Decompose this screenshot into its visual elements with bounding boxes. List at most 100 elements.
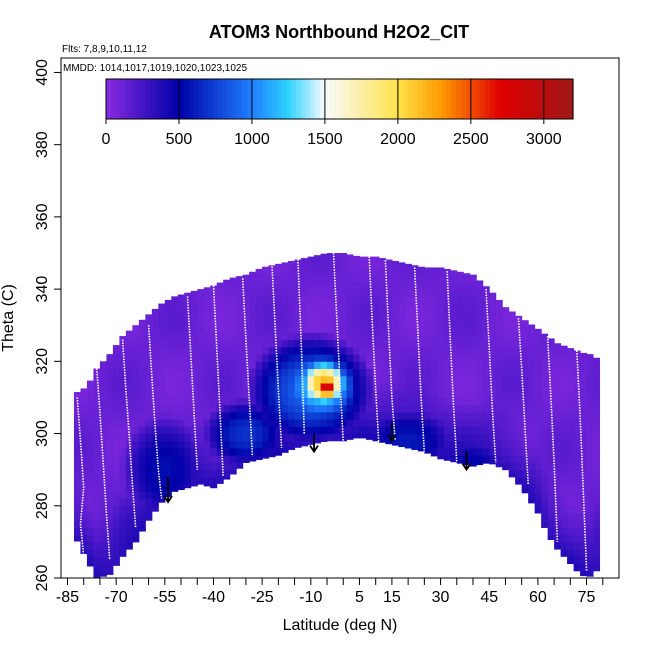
- heatmap-cell: [262, 426, 270, 435]
- heatmap-cell: [365, 361, 373, 370]
- heatmap-cell: [541, 368, 549, 377]
- colorbar-segment: [397, 79, 404, 119]
- heatmap-cell: [333, 346, 341, 355]
- heatmap-cell: [229, 433, 237, 442]
- flight-track: [297, 256, 306, 434]
- heatmap-cell: [171, 346, 179, 355]
- heatmap-cell: [456, 281, 464, 290]
- heatmap-cell: [314, 440, 322, 444]
- heatmap-cell: [346, 318, 354, 326]
- heatmap-cell: [86, 484, 94, 492]
- heatmap-cell: [340, 332, 347, 341]
- heatmap-cell: [430, 267, 438, 276]
- heatmap-cell: [236, 375, 244, 384]
- heatmap-cell: [242, 281, 250, 290]
- heatmap-cell: [580, 469, 588, 478]
- heatmap-cell: [417, 318, 425, 326]
- colorbar-segment: [159, 79, 165, 119]
- heatmap-cell: [210, 346, 218, 355]
- heatmap-cell: [573, 520, 581, 528]
- heatmap-cell: [521, 462, 529, 471]
- heatmap-cell: [456, 296, 464, 305]
- heatmap-cell: [541, 462, 549, 471]
- heatmap-cell: [378, 411, 386, 420]
- heatmap-cell: [417, 325, 425, 333]
- heatmap-cell: [385, 404, 393, 413]
- heatmap-cell: [151, 375, 159, 384]
- heatmap-cell: [391, 289, 399, 297]
- heatmap-cell: [541, 505, 549, 514]
- heatmap-cell: [443, 390, 451, 398]
- heatmap-cell: [151, 361, 159, 370]
- heatmap-cell: [203, 325, 211, 333]
- heatmap-cell: [469, 303, 477, 312]
- heatmap-cell: [541, 339, 549, 348]
- heatmap-cell: [307, 310, 315, 319]
- heatmap-cell: [359, 361, 367, 370]
- heatmap-cell: [255, 303, 263, 312]
- heatmap-cell: [112, 527, 120, 536]
- flight-track: [546, 336, 559, 542]
- heatmap-cell: [593, 476, 601, 485]
- heatmap-cell: [489, 346, 497, 355]
- heatmap-cell: [210, 462, 218, 471]
- heatmap-cell: [469, 390, 477, 398]
- heatmap-cell: [197, 383, 205, 391]
- heatmap-cell: [301, 354, 309, 362]
- heatmap-cell: [437, 281, 445, 290]
- heatmap-cell: [301, 368, 309, 377]
- heatmap-cell: [177, 296, 185, 305]
- heatmap-cell: [145, 455, 153, 463]
- heatmap-cell: [294, 368, 302, 377]
- heatmap-cell: [424, 383, 432, 391]
- heatmap-cell: [223, 303, 231, 312]
- heatmap-cell: [346, 339, 354, 348]
- heatmap-cell: [573, 397, 581, 406]
- heatmap-cell: [288, 274, 296, 283]
- heatmap-cell: [489, 419, 497, 427]
- heatmap-cell: [164, 375, 172, 384]
- heatmap-cell: [119, 368, 127, 377]
- colorbar-segment: [130, 79, 136, 119]
- heatmap-cell: [151, 455, 159, 463]
- heatmap-cell: [86, 476, 94, 485]
- heatmap-cell: [158, 332, 166, 341]
- heatmap-cell: [158, 325, 166, 333]
- heatmap-cell: [138, 319, 146, 326]
- heatmap-cell: [534, 332, 542, 341]
- heatmap-cell: [411, 390, 419, 398]
- heatmap-cell: [106, 448, 114, 456]
- heatmap-cell: [359, 318, 367, 326]
- heatmap-cell: [450, 440, 458, 449]
- heatmap-cell: [106, 491, 114, 500]
- heatmap-cell: [119, 498, 127, 507]
- heatmap-cell: [184, 397, 192, 406]
- heatmap-cell: [515, 368, 523, 377]
- heatmap-cell: [307, 274, 315, 283]
- heatmap-cell: [333, 390, 341, 398]
- heatmap-cell: [352, 303, 360, 312]
- heatmap-cell: [177, 318, 185, 326]
- heatmap-cell: [593, 462, 601, 471]
- colorbar-segment: [349, 79, 355, 119]
- heatmap-cell: [424, 267, 432, 276]
- heatmap-cell: [294, 404, 302, 413]
- heatmap-cell: [443, 448, 451, 456]
- heatmap-cell: [80, 404, 88, 413]
- heatmap-cell: [288, 310, 296, 319]
- heatmap-cell: [190, 397, 198, 406]
- heatmap-cell: [469, 361, 477, 370]
- y-tick-label: 300: [34, 420, 51, 447]
- heatmap-cell: [171, 354, 179, 362]
- colorbar-tick-label: 3000: [526, 131, 562, 148]
- heatmap-cell: [508, 361, 516, 370]
- heatmap-cell: [294, 383, 302, 391]
- heatmap-cell: [255, 440, 263, 449]
- heatmap-cell: [450, 318, 458, 326]
- heatmap-cell: [404, 346, 412, 355]
- heatmap-cell: [307, 346, 315, 355]
- heatmap-cell: [190, 419, 198, 427]
- heatmap-cell: [573, 404, 581, 413]
- heatmap-cell: [515, 476, 523, 485]
- heatmap-cell: [359, 260, 367, 268]
